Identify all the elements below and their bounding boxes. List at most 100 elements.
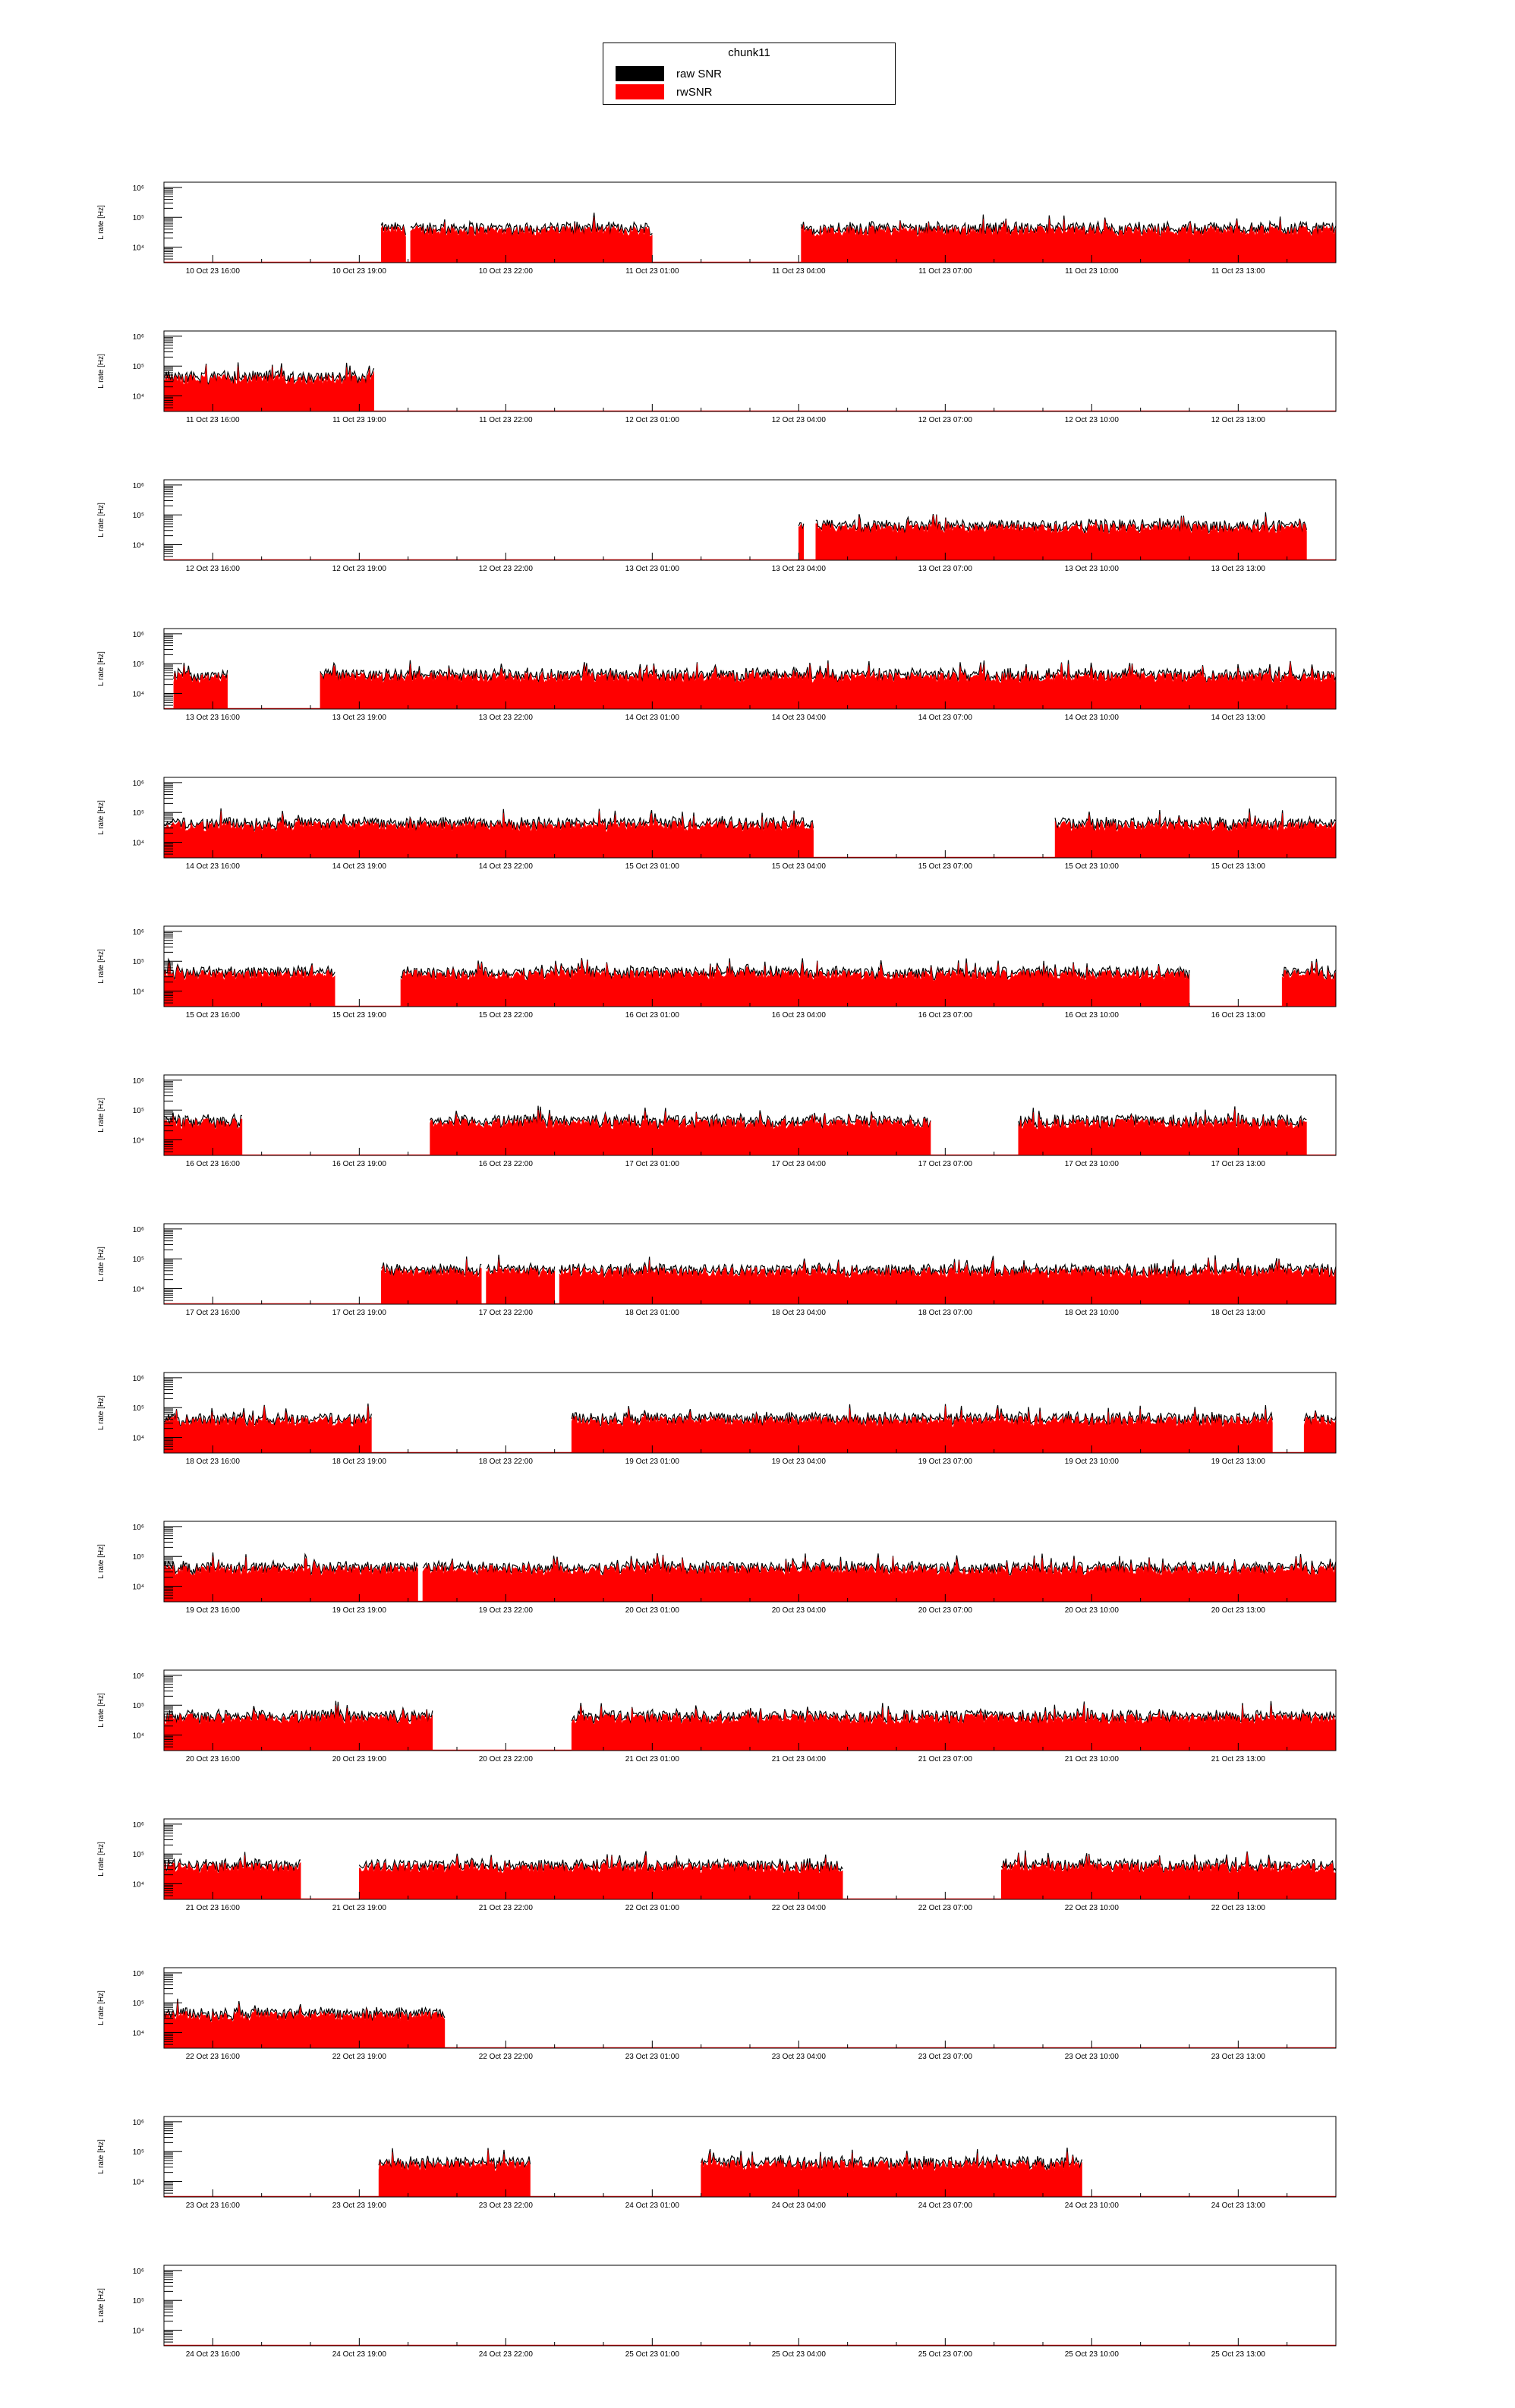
- panel-7: 10⁴ 10⁵ 10⁶ L rate [Hz] 16 Oct 23 16:00 16 Oc…: [97, 1074, 1337, 1168]
- y-tick-label-panel-11-3: 10⁶: [133, 1672, 144, 1681]
- x-tick-label-panel-8-5: 18 Oct 23 04:00: [772, 1309, 827, 1317]
- y-axis-label-panel-8: L rate [Hz]: [97, 1247, 106, 1281]
- x-tick-label-panel-5-1: 14 Oct 23 16:00: [186, 862, 241, 871]
- y-tick-label-panel-10-2: 10⁵: [133, 1553, 144, 1562]
- x-tick-label-panel-15-3: 24 Oct 23 22:00: [479, 2350, 534, 2359]
- raw-snr-series-panel-14-seg-2: [701, 2148, 1083, 2170]
- x-tick-label-panel-13-7: 23 Oct 23 10:00: [1065, 2053, 1120, 2061]
- y-axis-label-panel-15: L rate [Hz]: [97, 2288, 106, 2323]
- panel-3: 10⁴ 10⁵ 10⁶ L rate [Hz] 12 Oct 23 16:00 12 Oc…: [97, 479, 1337, 573]
- x-tick-label-panel-7-5: 17 Oct 23 04:00: [772, 1160, 827, 1168]
- x-tick-label-panel-11-6: 21 Oct 23 07:00: [918, 1755, 973, 1763]
- legend-label-raw-snr: raw SNR: [676, 68, 723, 80]
- raw-snr-series-panel-8-seg-3: [559, 1255, 1337, 1278]
- x-tick-label-panel-2-8: 12 Oct 23 13:00: [1211, 416, 1266, 424]
- x-tick-label-panel-5-2: 14 Oct 23 19:00: [332, 862, 387, 871]
- x-tick-label-panel-14-2: 23 Oct 23 19:00: [332, 2202, 387, 2210]
- x-tick-label-panel-10-7: 20 Oct 23 10:00: [1065, 1606, 1120, 1615]
- rwsnr-series-panel-4-seg-1: [173, 665, 228, 710]
- legend-swatch-raw-snr: [616, 66, 664, 81]
- x-tick-label-panel-9-4: 19 Oct 23 01:00: [625, 1458, 680, 1466]
- x-tick-label-panel-2-3: 11 Oct 23 22:00: [479, 416, 533, 424]
- x-tick-label-panel-15-1: 24 Oct 23 16:00: [186, 2350, 241, 2359]
- x-tick-label-panel-9-3: 18 Oct 23 22:00: [479, 1458, 534, 1466]
- rwsnr-series-panel-2-seg-1: [163, 364, 374, 412]
- y-tick-label-panel-2-2: 10⁵: [133, 363, 144, 371]
- raw-snr-series-panel-3-seg-1: [798, 522, 805, 530]
- x-tick-label-panel-11-2: 20 Oct 23 19:00: [332, 1755, 387, 1763]
- x-tick-label-panel-7-8: 17 Oct 23 13:00: [1211, 1160, 1266, 1168]
- x-tick-label-panel-8-8: 18 Oct 23 13:00: [1211, 1309, 1266, 1317]
- x-tick-label-panel-4-3: 13 Oct 23 22:00: [479, 714, 534, 722]
- rwsnr-series-panel-3-seg-1: [798, 522, 805, 561]
- y-tick-label-panel-7-1: 10⁴: [133, 1136, 144, 1145]
- raw-snr-series-panel-1-seg-3: [801, 214, 1337, 237]
- x-tick-label-panel-12-1: 21 Oct 23 16:00: [186, 1904, 241, 1912]
- y-axis-label-panel-2: L rate [Hz]: [97, 354, 106, 389]
- legend-swatch-rwsnr: [616, 84, 664, 99]
- panel-1: 10⁴ 10⁵ 10⁶ L rate [Hz] 10 Oct 23 16:00 10 Oc…: [97, 181, 1337, 276]
- rwsnr-series-panel-9-seg-1: [163, 1406, 372, 1454]
- x-tick-label-panel-12-4: 22 Oct 23 01:00: [625, 1904, 680, 1912]
- y-tick-label-panel-15-1: 10⁴: [133, 2327, 144, 2335]
- rwsnr-series-panel-11-seg-2: [571, 1704, 1337, 1751]
- x-tick-label-panel-3-2: 12 Oct 23 19:00: [332, 565, 387, 573]
- x-tick-label-panel-9-6: 19 Oct 23 07:00: [918, 1458, 973, 1466]
- panel-13: 10⁴ 10⁵ 10⁶ L rate [Hz] 22 Oct 23 16:00 22 Oc…: [97, 1967, 1337, 2061]
- x-tick-label-panel-10-5: 20 Oct 23 04:00: [772, 1606, 827, 1615]
- rwsnr-series-panel-1-seg-1: [381, 225, 406, 263]
- y-axis-label-panel-14: L rate [Hz]: [97, 2139, 106, 2174]
- y-tick-label-panel-5-3: 10⁶: [133, 780, 144, 788]
- x-tick-label-panel-12-8: 22 Oct 23 13:00: [1211, 1904, 1266, 1912]
- x-tick-label-panel-13-3: 22 Oct 23 22:00: [479, 2053, 534, 2061]
- raw-snr-series-panel-1-seg-1: [380, 222, 407, 235]
- y-tick-label-panel-12-2: 10⁵: [133, 1851, 144, 1859]
- x-tick-label-panel-15-6: 25 Oct 23 07:00: [918, 2350, 973, 2359]
- x-tick-label-panel-11-3: 20 Oct 23 22:00: [479, 1755, 534, 1763]
- x-tick-label-panel-6-6: 16 Oct 23 07:00: [918, 1011, 973, 1020]
- y-tick-label-panel-14-1: 10⁴: [133, 2178, 144, 2186]
- x-tick-label-panel-10-8: 20 Oct 23 13:00: [1211, 1606, 1266, 1615]
- raw-snr-series-panel-10-seg-2: [422, 1553, 1337, 1576]
- y-tick-label-panel-6-2: 10⁵: [133, 958, 144, 966]
- y-tick-label-panel-1-1: 10⁴: [133, 244, 144, 252]
- x-tick-label-panel-14-7: 24 Oct 23 10:00: [1065, 2202, 1120, 2210]
- rwsnr-series-panel-5-seg-2: [1054, 812, 1337, 859]
- x-tick-label-panel-7-3: 16 Oct 23 22:00: [479, 1160, 534, 1168]
- raw-snr-series-panel-2-seg-1: [163, 362, 375, 386]
- x-tick-label-panel-4-2: 13 Oct 23 19:00: [332, 714, 387, 722]
- x-tick-label-panel-6-2: 15 Oct 23 19:00: [332, 1011, 387, 1020]
- x-tick-label-panel-4-7: 14 Oct 23 10:00: [1065, 714, 1120, 722]
- y-axis-label-panel-1: L rate [Hz]: [97, 205, 106, 240]
- x-tick-label-panel-14-6: 24 Oct 23 07:00: [918, 2202, 973, 2210]
- rwsnr-series-panel-9-seg-3: [1303, 1412, 1337, 1454]
- x-tick-label-panel-7-1: 16 Oct 23 16:00: [186, 1160, 241, 1168]
- y-axis-label-panel-5: L rate [Hz]: [97, 800, 106, 835]
- x-tick-label-panel-8-7: 18 Oct 23 10:00: [1065, 1309, 1120, 1317]
- rwsnr-series-panel-8-seg-3: [559, 1258, 1337, 1305]
- x-tick-label-panel-3-3: 12 Oct 23 22:00: [479, 565, 534, 573]
- x-tick-label-panel-6-5: 16 Oct 23 04:00: [772, 1011, 827, 1020]
- y-axis-label-panel-13: L rate [Hz]: [97, 1990, 106, 2025]
- y-tick-label-panel-9-3: 10⁶: [133, 1375, 144, 1383]
- y-tick-label-panel-3-2: 10⁵: [133, 512, 144, 520]
- x-tick-label-panel-15-5: 25 Oct 23 04:00: [772, 2350, 827, 2359]
- x-tick-label-panel-9-8: 19 Oct 23 13:00: [1211, 1458, 1266, 1466]
- legend-label-rwsnr: rwSNR: [676, 86, 713, 99]
- y-tick-label-panel-15-2: 10⁵: [133, 2297, 144, 2306]
- x-tick-label-panel-14-8: 24 Oct 23 13:00: [1211, 2202, 1266, 2210]
- panel-4: 10⁴ 10⁵ 10⁶ L rate [Hz] 13 Oct 23 16:00 13 Oc…: [97, 628, 1337, 722]
- y-axis-label-panel-9: L rate [Hz]: [97, 1395, 106, 1430]
- y-axis-label-panel-12: L rate [Hz]: [97, 1842, 106, 1877]
- x-tick-label-panel-15-4: 25 Oct 23 01:00: [625, 2350, 680, 2359]
- x-tick-label-panel-10-3: 19 Oct 23 22:00: [479, 1606, 534, 1615]
- rwsnr-series-panel-1-seg-3: [801, 218, 1337, 263]
- rwsnr-series-panel-7-seg-3: [1018, 1109, 1307, 1156]
- x-tick-label-panel-12-6: 22 Oct 23 07:00: [918, 1904, 973, 1912]
- x-tick-label-panel-9-2: 18 Oct 23 19:00: [332, 1458, 387, 1466]
- y-tick-label-panel-4-1: 10⁴: [133, 690, 144, 698]
- y-tick-label-panel-10-3: 10⁶: [133, 1524, 144, 1532]
- panel-9: 10⁴ 10⁵ 10⁶ L rate [Hz] 18 Oct 23 16:00 18 Oc…: [97, 1372, 1337, 1466]
- x-tick-label-panel-13-5: 23 Oct 23 04:00: [772, 2053, 827, 2061]
- x-tick-label-panel-10-1: 19 Oct 23 16:00: [186, 1606, 241, 1615]
